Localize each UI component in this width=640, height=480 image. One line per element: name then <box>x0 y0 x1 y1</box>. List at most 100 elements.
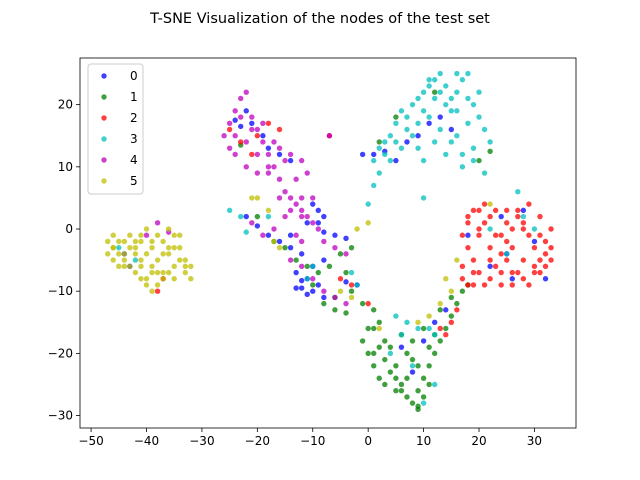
point-series-3 <box>454 89 460 95</box>
point-series-3 <box>426 325 432 332</box>
point-series-0 <box>260 133 266 139</box>
point-series-3 <box>437 89 443 95</box>
point-series-5 <box>376 325 382 332</box>
point-series-5 <box>127 232 133 238</box>
point-series-5 <box>254 195 261 201</box>
point-series-0 <box>420 338 427 344</box>
point-series-3 <box>409 101 416 108</box>
point-series-5 <box>276 244 283 251</box>
point-series-1 <box>337 251 344 257</box>
point-series-5 <box>337 288 344 294</box>
point-series-5 <box>271 238 277 245</box>
point-series-1 <box>387 369 394 375</box>
point-series-4 <box>298 157 305 164</box>
point-series-3 <box>481 170 488 176</box>
point-series-0 <box>232 117 238 123</box>
point-series-5 <box>110 232 116 238</box>
point-series-3 <box>304 276 310 282</box>
point-series-0 <box>409 369 416 375</box>
point-series-3 <box>132 257 139 263</box>
point-series-2 <box>487 257 493 263</box>
point-series-5 <box>154 282 161 288</box>
point-series-2 <box>504 220 510 226</box>
point-series-2 <box>531 269 538 276</box>
point-series-2 <box>487 244 493 251</box>
point-series-5 <box>160 238 166 245</box>
point-series-3 <box>415 145 421 151</box>
point-series-5 <box>354 226 360 232</box>
point-series-1 <box>426 363 432 369</box>
point-series-3 <box>487 139 493 145</box>
point-series-4 <box>310 195 316 201</box>
point-series-4 <box>221 133 227 139</box>
point-series-1 <box>398 381 405 388</box>
point-series-0 <box>276 238 283 245</box>
point-series-5 <box>143 251 150 257</box>
point-series-1 <box>371 363 377 369</box>
point-series-0 <box>332 232 338 238</box>
point-series-2 <box>465 244 471 251</box>
point-series-1 <box>376 375 382 381</box>
point-series-2 <box>537 213 543 220</box>
point-series-3 <box>515 189 521 195</box>
point-series-0 <box>321 257 327 263</box>
point-series-3 <box>116 244 122 251</box>
point-series-2 <box>465 213 471 220</box>
point-series-1 <box>426 344 432 350</box>
point-series-4 <box>265 151 272 158</box>
point-series-0 <box>298 285 305 291</box>
point-series-4 <box>287 207 294 214</box>
point-series-3 <box>387 133 394 139</box>
legend-marker <box>101 136 107 142</box>
point-series-3 <box>415 120 421 126</box>
point-series-0 <box>304 220 310 226</box>
point-series-1 <box>315 269 321 276</box>
point-series-3 <box>426 114 432 120</box>
x-tick-label: 30 <box>527 434 542 448</box>
point-series-4 <box>282 157 288 164</box>
point-series-4 <box>249 220 255 226</box>
point-series-2 <box>226 126 233 133</box>
point-series-0 <box>315 282 321 288</box>
point-series-1 <box>415 387 421 394</box>
point-series-1 <box>326 263 333 270</box>
point-series-4 <box>298 195 305 201</box>
point-series-3 <box>431 332 438 338</box>
point-series-5 <box>365 220 371 226</box>
point-series-2 <box>465 282 471 288</box>
point-series-3 <box>465 95 471 102</box>
point-series-3 <box>420 157 427 164</box>
point-series-1 <box>420 394 427 400</box>
point-series-2 <box>498 269 504 276</box>
point-series-4 <box>321 238 327 245</box>
point-series-4 <box>226 145 233 151</box>
point-series-2 <box>515 269 521 276</box>
point-series-4 <box>293 201 299 207</box>
point-series-4 <box>321 288 327 294</box>
point-series-1 <box>393 375 399 381</box>
point-series-1 <box>409 356 416 363</box>
point-series-3 <box>531 226 538 232</box>
point-series-3 <box>415 325 421 332</box>
point-series-3 <box>459 151 466 158</box>
point-series-5 <box>160 276 166 282</box>
point-series-5 <box>138 263 144 270</box>
point-series-5 <box>154 232 161 238</box>
y-tick-label: 10 <box>58 160 73 174</box>
point-series-3 <box>387 157 394 164</box>
point-series-2 <box>515 213 521 220</box>
point-series-5 <box>160 251 166 257</box>
legend-label: 1 <box>130 90 138 104</box>
point-series-5 <box>265 207 272 214</box>
point-series-3 <box>420 89 427 95</box>
point-series-5 <box>132 269 139 276</box>
point-series-2 <box>531 263 538 270</box>
point-series-5 <box>182 263 188 270</box>
series-5 <box>105 195 493 332</box>
legend-label: 4 <box>130 153 138 167</box>
x-tick-label: 20 <box>471 434 486 448</box>
point-series-1 <box>365 325 371 332</box>
point-series-0 <box>487 263 493 270</box>
point-series-3 <box>404 114 410 120</box>
point-series-1 <box>365 350 371 357</box>
